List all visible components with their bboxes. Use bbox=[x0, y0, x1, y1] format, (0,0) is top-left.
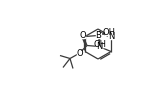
Bar bbox=[81, 33, 85, 38]
Bar bbox=[95, 33, 101, 38]
Bar bbox=[108, 34, 114, 39]
Bar bbox=[77, 51, 83, 56]
Bar bbox=[96, 44, 102, 49]
Text: B: B bbox=[95, 31, 101, 40]
Text: N: N bbox=[108, 32, 114, 41]
Text: N: N bbox=[96, 42, 102, 51]
Text: O: O bbox=[77, 49, 83, 58]
Text: OH: OH bbox=[103, 28, 116, 37]
Bar bbox=[95, 42, 105, 47]
Bar bbox=[105, 30, 113, 35]
Text: OH: OH bbox=[93, 40, 107, 49]
Text: O: O bbox=[80, 31, 86, 40]
